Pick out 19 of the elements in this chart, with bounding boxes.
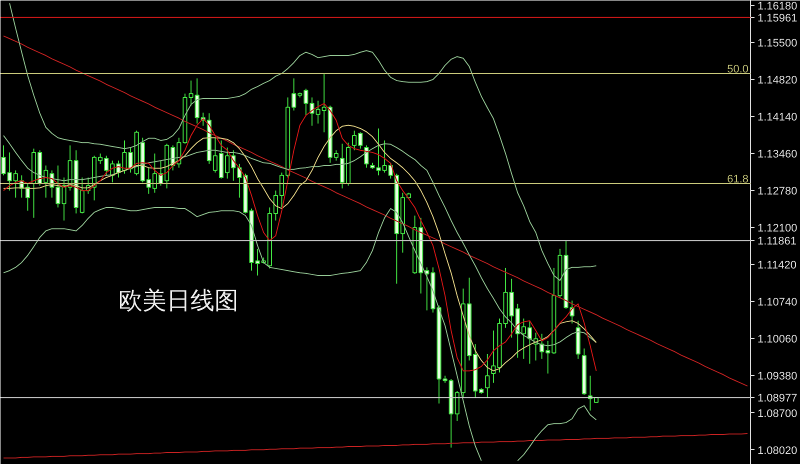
y-tick-label: 1.10060 <box>758 334 798 346</box>
y-tick-label: 1.16180 <box>758 0 798 12</box>
y-tick-label: 1.10740 <box>758 296 798 309</box>
y-tick-label: 1.11420 <box>758 260 796 272</box>
text: 欧美日线图 <box>118 286 238 314</box>
y-tick-label: 1.12100 <box>758 222 798 235</box>
y-tick-label: 1.11861 <box>758 236 796 248</box>
annotation: 50.0 <box>727 63 749 76</box>
y-tick-label: 1.15961 <box>758 12 798 24</box>
y-tick-label: 1.14140 <box>758 112 798 124</box>
y-tick-label: 1.13460 <box>758 148 798 161</box>
y-tick-label: 1.14820 <box>758 74 798 86</box>
y-tick-label: 1.08977 <box>758 392 798 405</box>
annotation: 61.8 <box>727 173 749 186</box>
y-tick-label: 1.08020 <box>758 444 798 457</box>
y-tick-label: 1.12780 <box>758 186 798 198</box>
y-tick-label: 1.15500 <box>758 37 798 50</box>
y-tick-label: 1.09380 <box>758 370 798 383</box>
y-tick-label: 1.08700 <box>758 408 798 420</box>
